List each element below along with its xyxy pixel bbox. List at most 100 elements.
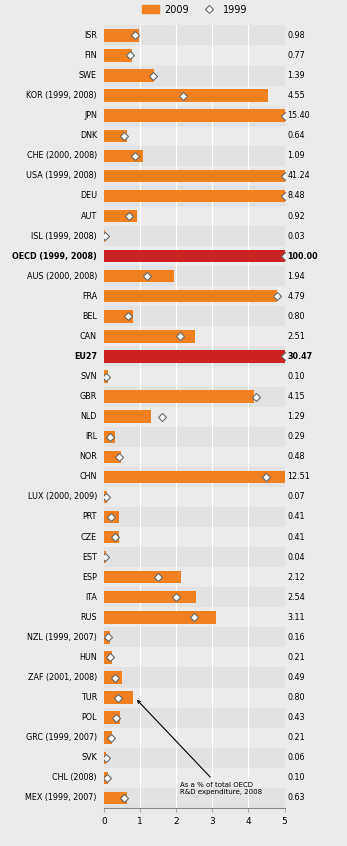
Bar xyxy=(104,728,285,748)
Bar xyxy=(104,270,174,283)
Bar xyxy=(104,707,285,728)
Bar xyxy=(104,286,285,306)
Bar xyxy=(104,711,120,724)
Bar xyxy=(104,628,285,647)
Bar xyxy=(104,25,285,46)
Text: 0.80: 0.80 xyxy=(287,312,305,321)
Text: As a % of total OECD
R&D expenditure, 2008: As a % of total OECD R&D expenditure, 20… xyxy=(137,700,262,795)
Bar xyxy=(104,451,121,463)
Bar xyxy=(104,647,285,667)
Bar xyxy=(104,651,112,663)
Text: 41.24: 41.24 xyxy=(287,172,310,180)
Bar xyxy=(104,266,285,286)
Text: NZL (1999, 2007): NZL (1999, 2007) xyxy=(27,633,97,642)
Text: MEX (1999, 2007): MEX (1999, 2007) xyxy=(25,794,97,802)
Bar xyxy=(104,571,180,584)
Text: 0.64: 0.64 xyxy=(287,131,305,140)
Text: SVN: SVN xyxy=(81,372,97,381)
Bar xyxy=(104,186,285,206)
Bar xyxy=(104,587,285,607)
Bar xyxy=(104,751,106,764)
Bar xyxy=(104,410,151,423)
Text: GRC (1999, 2007): GRC (1999, 2007) xyxy=(26,733,97,742)
Text: FIN: FIN xyxy=(84,51,97,60)
Text: GBR: GBR xyxy=(79,392,97,401)
Text: DNK: DNK xyxy=(80,131,97,140)
Text: SVK: SVK xyxy=(81,753,97,762)
Text: 30.47: 30.47 xyxy=(287,352,313,361)
Text: 4.79: 4.79 xyxy=(287,292,305,301)
Bar xyxy=(104,788,285,808)
Bar xyxy=(104,732,112,744)
Bar xyxy=(104,210,137,222)
Text: EST: EST xyxy=(82,552,97,562)
Bar xyxy=(104,250,285,262)
Bar xyxy=(104,671,122,684)
Bar xyxy=(104,190,285,202)
Bar xyxy=(104,768,285,788)
Bar xyxy=(104,467,285,487)
Bar xyxy=(104,366,285,387)
Text: 0.07: 0.07 xyxy=(287,492,305,502)
Bar xyxy=(104,567,285,587)
Text: 0.41: 0.41 xyxy=(287,513,305,521)
Text: 0.80: 0.80 xyxy=(287,693,305,702)
Text: 12.51: 12.51 xyxy=(287,472,310,481)
Bar xyxy=(104,109,285,122)
Text: LUX (2000, 2009): LUX (2000, 2009) xyxy=(27,492,97,502)
Bar xyxy=(104,551,105,563)
Text: 2.12: 2.12 xyxy=(287,573,305,582)
Text: 4.55: 4.55 xyxy=(287,91,305,100)
Text: ISR: ISR xyxy=(84,31,97,40)
Text: USA (1999, 2008): USA (1999, 2008) xyxy=(26,172,97,180)
Text: 0.98: 0.98 xyxy=(287,31,305,40)
Text: ISL (1999, 2008): ISL (1999, 2008) xyxy=(31,232,97,240)
Bar xyxy=(104,290,277,303)
Bar xyxy=(104,146,285,166)
Text: 0.16: 0.16 xyxy=(287,633,305,642)
Bar xyxy=(104,230,105,242)
Text: PRT: PRT xyxy=(83,513,97,521)
Bar xyxy=(104,246,285,266)
Text: CAN: CAN xyxy=(80,332,97,341)
Text: ITA: ITA xyxy=(85,593,97,602)
Text: POL: POL xyxy=(82,713,97,722)
Text: 0.48: 0.48 xyxy=(287,453,305,461)
Text: 1.09: 1.09 xyxy=(287,151,305,160)
Text: FRA: FRA xyxy=(82,292,97,301)
Bar xyxy=(104,611,216,624)
Text: 0.06: 0.06 xyxy=(287,753,305,762)
Text: 3.11: 3.11 xyxy=(287,613,305,622)
Bar xyxy=(104,387,285,407)
Text: CZE: CZE xyxy=(81,532,97,541)
Text: 0.63: 0.63 xyxy=(287,794,305,802)
Bar xyxy=(104,65,285,85)
Bar xyxy=(104,126,285,146)
Text: NOR: NOR xyxy=(79,453,97,461)
Text: RUS: RUS xyxy=(80,613,97,622)
Bar xyxy=(104,607,285,628)
Bar xyxy=(104,106,285,126)
Text: BEL: BEL xyxy=(82,312,97,321)
Bar xyxy=(104,691,133,704)
Bar xyxy=(104,772,108,784)
Text: AUS (2000, 2008): AUS (2000, 2008) xyxy=(26,272,97,281)
Text: 1.29: 1.29 xyxy=(287,412,305,421)
Bar xyxy=(104,530,119,543)
Text: 0.92: 0.92 xyxy=(287,212,305,221)
Text: 0.21: 0.21 xyxy=(287,653,305,662)
Text: SWE: SWE xyxy=(79,71,97,80)
Text: 8.48: 8.48 xyxy=(287,191,305,201)
Text: 4.15: 4.15 xyxy=(287,392,305,401)
Text: 2.54: 2.54 xyxy=(287,593,305,602)
Bar xyxy=(104,631,110,644)
Text: 0.29: 0.29 xyxy=(287,432,305,442)
Text: OECD (1999, 2008): OECD (1999, 2008) xyxy=(12,251,97,261)
Bar xyxy=(104,507,285,527)
Text: DEU: DEU xyxy=(80,191,97,201)
Text: ZAF (2001, 2008): ZAF (2001, 2008) xyxy=(28,673,97,682)
Text: CHE (2000, 2008): CHE (2000, 2008) xyxy=(27,151,97,160)
Bar xyxy=(104,527,285,547)
Text: 2.51: 2.51 xyxy=(287,332,305,341)
Bar xyxy=(104,150,143,162)
